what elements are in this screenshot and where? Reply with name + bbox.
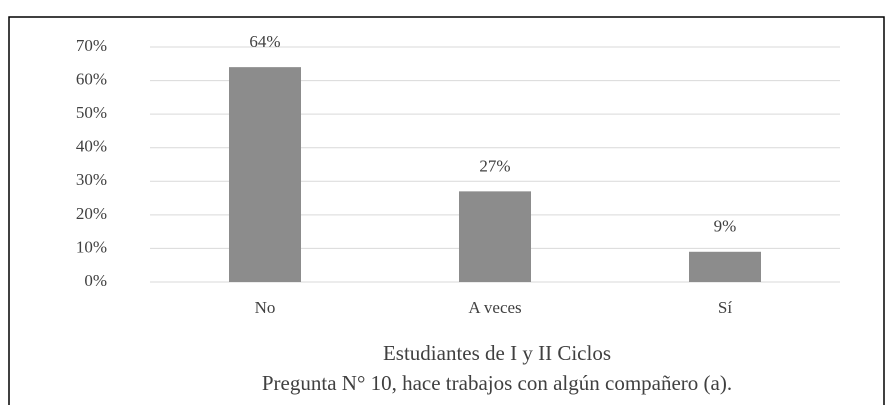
y-tick-label: 20%	[76, 204, 107, 223]
y-tick-label: 50%	[76, 103, 107, 122]
x-tick-label: Sí	[718, 298, 732, 317]
y-tick-label: 40%	[76, 137, 107, 156]
frame	[8, 16, 885, 405]
y-tick-label: 10%	[76, 237, 107, 256]
y-tick-label: 60%	[76, 69, 107, 88]
data-label: 9%	[714, 217, 737, 236]
x-tick-label: A veces	[468, 298, 521, 317]
y-tick-label: 30%	[76, 170, 107, 189]
bar	[689, 251, 761, 282]
data-label: 64%	[249, 32, 280, 51]
x-axis-title: Estudiantes de I y II Ciclos	[383, 341, 611, 365]
caption: Pregunta N° 10, hace trabajos con algún …	[262, 371, 732, 395]
data-label: 27%	[479, 156, 510, 175]
y-tick-label: 0%	[84, 271, 107, 290]
x-tick-label: No	[255, 298, 276, 317]
bar	[459, 191, 531, 282]
y-tick-label: 70%	[76, 36, 107, 55]
bar	[229, 67, 301, 283]
